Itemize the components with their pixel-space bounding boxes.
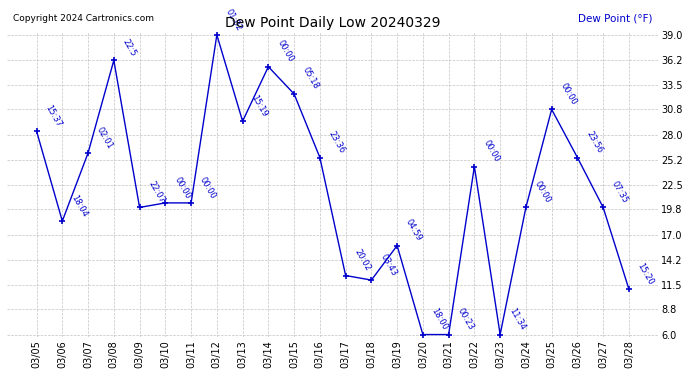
Text: 23:56: 23:56 — [584, 129, 604, 155]
Text: 11:34: 11:34 — [507, 307, 527, 332]
Title: Dew Point Daily Low 20240329: Dew Point Daily Low 20240329 — [225, 16, 440, 30]
Text: 18:04: 18:04 — [69, 193, 89, 218]
Text: 15:19: 15:19 — [250, 93, 269, 118]
Text: Copyright 2024 Cartronics.com: Copyright 2024 Cartronics.com — [14, 14, 155, 23]
Text: 00:00: 00:00 — [275, 39, 295, 64]
Text: 22:5: 22:5 — [121, 37, 138, 58]
Text: 05:18: 05:18 — [301, 66, 321, 91]
Text: 15:37: 15:37 — [43, 103, 63, 128]
Text: 18:00: 18:00 — [430, 307, 450, 332]
Text: 00:00: 00:00 — [172, 175, 192, 200]
Text: 04:59: 04:59 — [404, 218, 424, 243]
Text: 00:23: 00:23 — [455, 307, 475, 332]
Text: 02:01: 02:01 — [95, 125, 115, 150]
Text: 00:00: 00:00 — [559, 81, 578, 106]
Text: 07:35: 07:35 — [610, 179, 630, 205]
Text: 15:20: 15:20 — [636, 261, 656, 286]
Text: 00:00: 00:00 — [482, 139, 501, 164]
Text: 20:02: 20:02 — [353, 248, 372, 273]
Text: 03:43: 03:43 — [378, 252, 398, 277]
Text: 23:36: 23:36 — [327, 129, 346, 155]
Text: 22:07: 22:07 — [146, 180, 166, 205]
Text: 00:00: 00:00 — [533, 180, 553, 205]
Text: Dew Point (°F): Dew Point (°F) — [578, 13, 652, 23]
Text: 01:02: 01:02 — [224, 7, 244, 32]
Text: 00:00: 00:00 — [198, 175, 218, 200]
